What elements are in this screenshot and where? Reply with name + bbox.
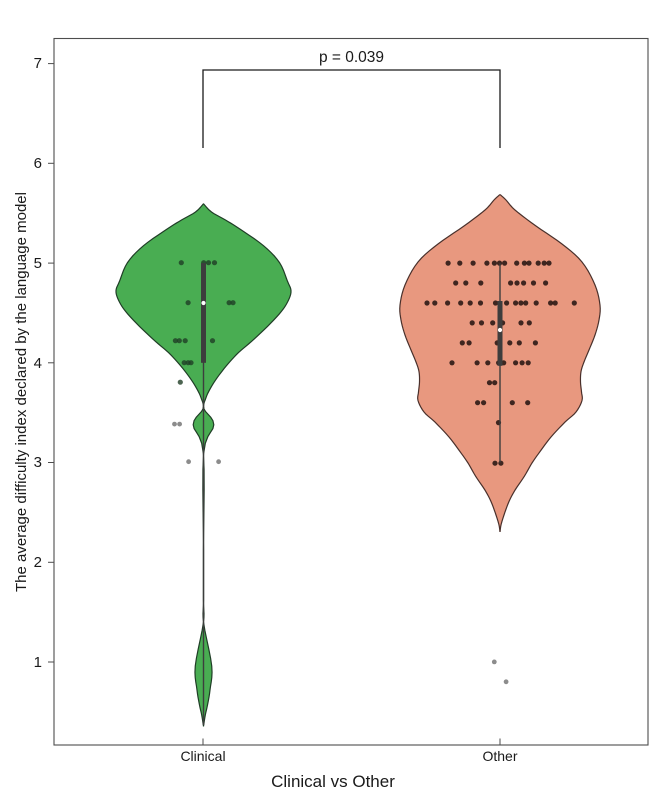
- svg-text:p = 0.039: p = 0.039: [319, 49, 384, 66]
